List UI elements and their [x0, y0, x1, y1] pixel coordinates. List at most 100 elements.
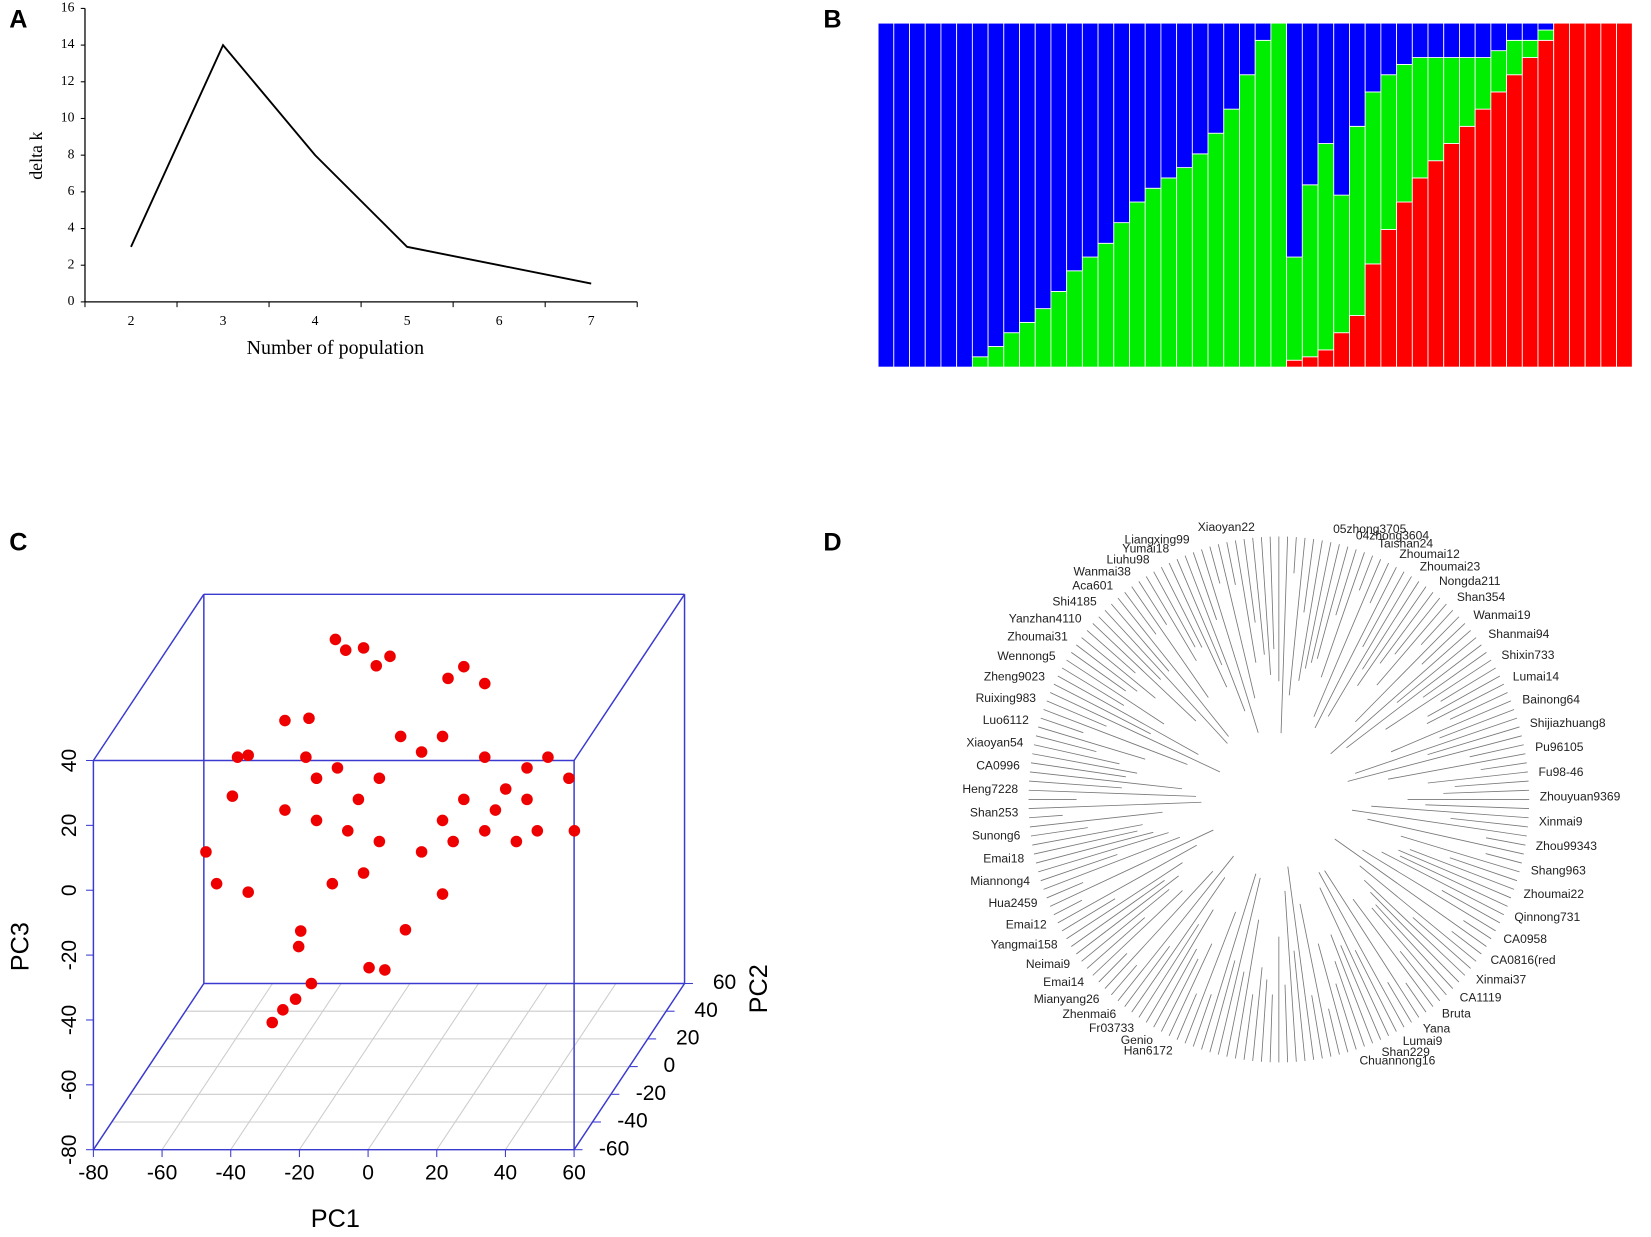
leaf-label: Yumai18: [1122, 542, 1169, 556]
x-tick-label: 2: [128, 313, 135, 328]
branch: [1304, 542, 1332, 669]
branch: [1463, 920, 1492, 940]
point: [305, 977, 318, 990]
bar-segment: [956, 22, 973, 368]
leaf-label: Wanmai38: [1074, 565, 1132, 579]
point: [200, 846, 212, 858]
bar-segment: [1521, 39, 1539, 58]
branch: [1201, 549, 1259, 733]
leaf-label: Zhoumai12: [1399, 547, 1460, 561]
branch: [1038, 726, 1146, 760]
point: [478, 825, 491, 837]
branch: [1399, 855, 1508, 907]
point: [521, 762, 533, 774]
bar-segment: [1333, 332, 1350, 368]
branch: [1035, 831, 1154, 864]
box-edge: [573, 593, 686, 761]
bar-segment: [1034, 22, 1052, 310]
branch: [1441, 890, 1501, 924]
point: [478, 751, 491, 763]
bar-segment: [1050, 291, 1068, 368]
bar-segment: [1333, 22, 1350, 196]
point: [242, 749, 254, 762]
x-tick-label: 5: [404, 313, 411, 328]
bar-segment: [1427, 160, 1445, 368]
z-tick-label: 0: [58, 884, 81, 896]
box-edge: [92, 593, 205, 761]
bar-segment: [1160, 22, 1178, 179]
branch: [1335, 983, 1357, 1050]
branch: [1288, 537, 1306, 696]
branch: [1400, 835, 1520, 873]
leaf-label: Wennong5: [997, 649, 1055, 663]
branch: [1371, 805, 1529, 819]
branch: [1032, 824, 1143, 846]
branch: [1298, 540, 1323, 681]
bar-segment: [1553, 22, 1570, 368]
branch: [1405, 982, 1427, 1013]
branch: [1320, 552, 1365, 678]
branch: [1081, 889, 1170, 962]
branch: [1028, 789, 1197, 797]
branch: [1379, 591, 1434, 664]
bar-segment: [1176, 22, 1193, 169]
branch: [1293, 950, 1306, 1061]
leaf-label: Zheng9023: [984, 670, 1045, 684]
x-tick-label: -20: [284, 1161, 314, 1184]
line: [130, 43, 592, 285]
branch: [1035, 735, 1097, 753]
branch: [1153, 571, 1196, 648]
leaf-label: Emai14: [1043, 975, 1084, 989]
y-axis-title: PC2: [745, 964, 773, 1013]
branch: [1399, 950, 1441, 1002]
bar-segment: [1584, 22, 1602, 368]
branch: [1362, 581, 1420, 670]
point: [331, 762, 344, 774]
leaf-label: Yana: [1423, 1021, 1451, 1035]
z-tick-label: -20: [58, 940, 81, 970]
branch: [1040, 717, 1084, 734]
branch: [1449, 692, 1508, 720]
branch: [1280, 536, 1289, 734]
branch: [1226, 971, 1245, 1057]
leaf-label: Mianyang26: [1034, 992, 1100, 1006]
branch: [1328, 1008, 1340, 1055]
bar-segment: [1537, 29, 1555, 41]
leaf-label: Chuannong16: [1359, 1054, 1435, 1068]
branch: [1387, 982, 1412, 1023]
x-axis-title: Number of population: [247, 337, 424, 359]
bar-segment: [1396, 22, 1413, 65]
bar-segment: [1191, 153, 1209, 368]
bar-segment: [1380, 74, 1398, 230]
branch: [1327, 576, 1412, 717]
leaf-label: Pu96105: [1535, 740, 1584, 754]
bar-segment: [1349, 22, 1366, 127]
bar-segment: [1364, 263, 1382, 368]
point: [531, 825, 544, 837]
branch: [1398, 849, 1512, 899]
branch: [1066, 862, 1183, 940]
y-tick-label: -20: [636, 1082, 666, 1105]
bar-segment: [1191, 22, 1209, 155]
branch: [1217, 877, 1261, 1055]
branch: [1061, 667, 1125, 706]
bar-segment: [1270, 22, 1288, 368]
leaf-label: Yangmai158: [991, 938, 1058, 952]
branch: [1334, 838, 1487, 947]
y-tick-label: 12: [61, 73, 75, 88]
branch: [1217, 544, 1256, 699]
point: [510, 835, 523, 848]
y-tick-label: 6: [68, 183, 75, 198]
point: [436, 888, 449, 900]
branch: [1303, 538, 1315, 613]
bar-segment: [1427, 22, 1445, 58]
leaf-label: Han6172: [1124, 1043, 1173, 1057]
branch: [1124, 591, 1157, 635]
branch: [1030, 762, 1126, 778]
branch: [1030, 827, 1088, 837]
bar-segment: [1301, 184, 1319, 358]
leaf-label: Xinmai9: [1539, 814, 1583, 828]
branch: [1092, 623, 1197, 722]
branch: [1324, 870, 1420, 1018]
branch: [1421, 623, 1466, 665]
